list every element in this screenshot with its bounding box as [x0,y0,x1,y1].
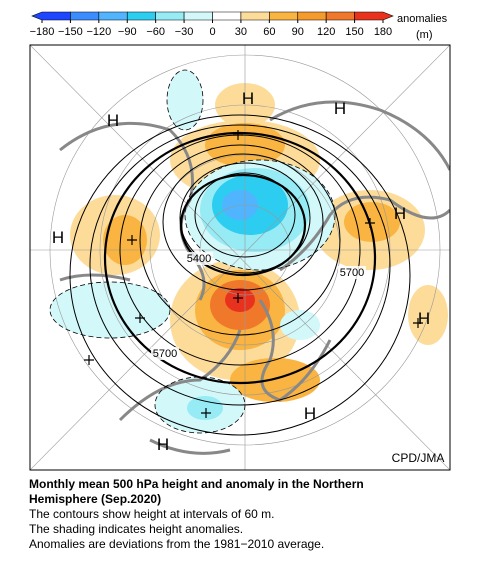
colorbar-segment [269,11,299,21]
colorbar-segment [31,11,71,21]
colorbar-segment [354,11,394,21]
colorbar-segment [297,11,327,21]
colorbar-tick-label: 30 [235,26,247,38]
contour-label-bg [338,266,366,279]
colorbar-tick-label: 90 [292,26,304,38]
colorbar-unit: (m) [416,29,433,41]
colorbar-tick-label: 150 [345,26,363,38]
contour-label: 5400 [187,253,211,265]
coastlines [59,100,450,455]
colorbar-tick-label: −90 [118,26,137,38]
high-label: H [304,404,316,423]
high-label: H [52,228,64,247]
colorbar-title: anomalies [397,13,448,25]
caption-note: The shading indicates height anomalies. [29,522,244,536]
colorbar-tick-label: 180 [374,26,392,38]
colorbar-tick-label: −60 [146,26,165,38]
colorbar-segment [212,11,242,21]
caption-title: Monthly mean 500 hPa height and anomaly … [29,477,364,507]
high-label: H [157,435,169,454]
high-label: H [107,111,119,130]
colorbar-tick-label: −150 [58,26,83,38]
colorbar-segment [98,11,128,21]
figure: −180 −150 −120 −90 −60 −30 0 30 60 90 120 150 180 an… [29,11,451,471]
caption-notes: The contours show height at intervals of… [29,507,324,552]
height-contours [69,114,411,436]
map-frame [29,44,451,471]
colorbar-tick-label: −120 [86,26,111,38]
credit: CPD/JMA [392,451,445,465]
colorbar-segment [70,11,100,21]
colorbar-tick-label: 120 [317,26,335,38]
high-label: H [394,204,406,223]
caption-title-line: Monthly mean 500 hPa height and anomaly … [29,477,364,491]
contour-label: 5700 [340,267,364,279]
caption-note: The contours show height at intervals of… [29,507,275,521]
center-markers [84,130,423,418]
caption-title-line: Hemisphere (Sep.2020) [29,492,162,506]
contour-label-bg [151,347,179,360]
colorbar-segment [126,11,156,21]
colorbar-tick-label: 60 [263,26,275,38]
high-label: H [334,99,346,118]
colorbar-segment [325,11,355,21]
anomaly-shading [50,70,448,433]
contour-label: 5700 [153,348,177,360]
colorbar-tick-label: 0 [209,26,215,38]
colorbar-tick-label: −30 [175,26,194,38]
high-label: H [418,309,430,328]
colorbar-segment [183,11,213,21]
colorbar: −180 −150 −120 −90 −60 −30 0 30 60 90 120 150 180 [30,11,394,38]
map: H H H H H H H H 5400 5700 5700 [30,45,450,470]
colorbar-tick-label: −180 [30,26,55,38]
high-label: H [242,89,254,108]
colorbar-segment [155,11,185,21]
anomaly-zero-lines [49,69,336,434]
colorbar-segment [240,11,270,21]
contour-label-bg [185,252,213,265]
caption-note: Anomalies are deviations from the 1981−2… [29,537,325,551]
